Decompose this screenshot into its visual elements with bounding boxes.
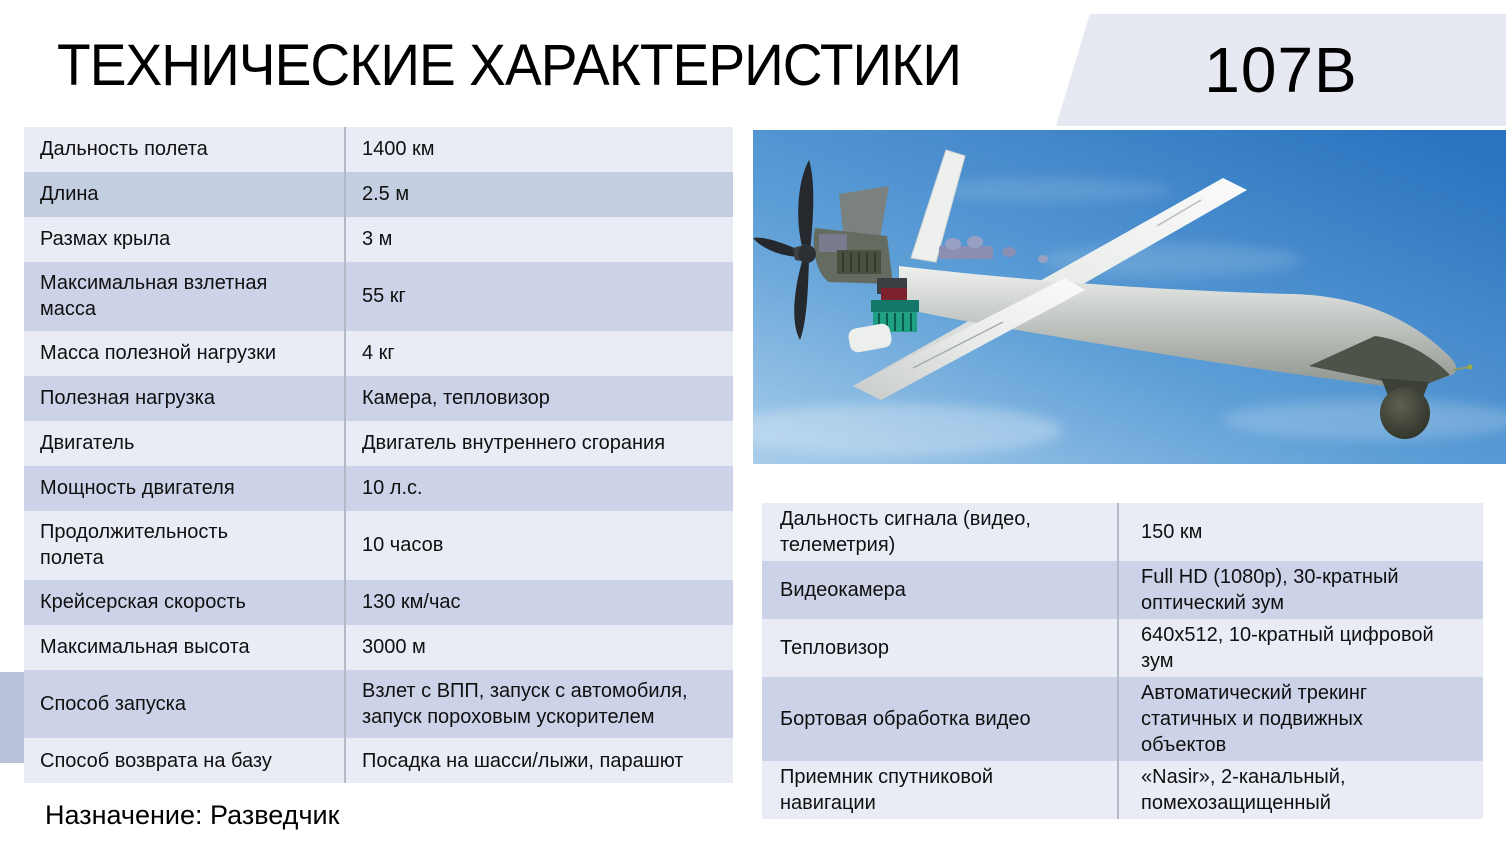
spec-value-cell: 10 часов (344, 510, 733, 580)
engine-block (813, 228, 893, 284)
specs-table-airframe: Дальность полета 1400 км Длина 2.5 м Размах … (24, 127, 733, 784)
spec-value-cell: 150 км (1117, 503, 1483, 561)
drone-illustration (753, 130, 1506, 464)
spec-label-cell: Способ запуска (40, 692, 186, 715)
table-row: Крейсерская скорость 130 км/час (24, 579, 733, 625)
spec-value-cell: 3 м (344, 217, 733, 262)
table-row: Дальность сигнала (видео, телеметрия) 150… (762, 503, 1483, 561)
tail-fin-white (910, 149, 966, 263)
pitot-tip (1467, 364, 1473, 370)
spec-value-cell: Двигатель внутреннего сгорания (344, 420, 733, 466)
spec-label-cell: Масса полезной нагрузки (40, 342, 277, 365)
under-tail-equipment (848, 278, 919, 353)
table-row: Дальность полета 1400 км (24, 127, 733, 172)
nose-underside (1309, 336, 1450, 388)
spec-label-cell: Размах крыла (40, 228, 171, 251)
spec-value-cell: 1400 км (344, 127, 733, 172)
pitot-tube (1452, 366, 1470, 371)
table-row: Продолжительность полета 10 часов (24, 510, 733, 580)
spec-label-cell: Способ возврата на базу (40, 749, 272, 772)
table-row: Мощность двигателя 10 л.с. (24, 465, 733, 511)
table-row: Тепловизор 640x512, 10-кратный цифровой з… (762, 619, 1483, 677)
spec-value-cell: 4 кг (344, 330, 733, 376)
sensor-ball (1380, 387, 1430, 439)
table-row: Максимальная высота 3000 м (24, 624, 733, 670)
spec-label-cell: Длина (40, 183, 99, 206)
spec-label-cell: Максимальная высота (40, 635, 250, 658)
spec-value-cell: Взлет с ВПП, запуск с автомобиля, запуск… (344, 669, 733, 739)
spec-value-cell: 10 л.с. (344, 465, 733, 511)
spec-value-cell: Посадка на шасси/лыжи, парашют (344, 738, 733, 784)
spec-value-cell: 55 кг (344, 262, 733, 331)
table-row: Видеокамера Full HD (1080p), 30-кратный о… (762, 561, 1483, 619)
spec-label-cell: Двигатель (40, 432, 135, 455)
model-badge-label: 107В (1204, 34, 1358, 106)
table-row: Приемник спутниковой навигации «Nasir», 2… (762, 761, 1483, 819)
page-title: ТЕХНИЧЕСКИЕ ХАРАКТЕРИСТИКИ (57, 33, 962, 98)
spec-value-cell: 640x512, 10-кратный цифровой зум (1117, 619, 1483, 677)
spec-value-cell: Камера, тепловизор (344, 375, 733, 421)
table-row: Полезная нагрузка Камера, тепловизор (24, 375, 733, 421)
spec-value-cell: 2.5 м (344, 172, 733, 217)
spec-value-cell: 3000 м (344, 624, 733, 670)
spec-label-cell: Максимальная взлетная масса (40, 272, 268, 321)
table-row: Размах крыла 3 м (24, 217, 733, 262)
wing-panel-line (1156, 199, 1202, 227)
fuselage-top-equipment (939, 236, 1048, 263)
drone-photo (753, 130, 1506, 464)
spec-label-cell: Продолжительность полета (40, 520, 228, 570)
spec-label-cell: Дальность полета (40, 138, 208, 161)
propeller (753, 160, 816, 340)
purpose-text: Назначение: Разведчик (45, 800, 340, 830)
spec-label-cell: Тепловизор (780, 637, 890, 659)
model-badge: 107В (1056, 14, 1506, 126)
table-row: Способ возврата на базу Посадка на шасси/… (24, 738, 733, 784)
spec-value-cell: Автоматический трекинг статичных и подви… (1117, 677, 1483, 761)
near-wing-edge-line (912, 321, 1004, 369)
spec-value-cell: «Nasir», 2-канальный, помехозащищенный (1117, 761, 1483, 819)
spec-value-cell: Full HD (1080p), 30-кратный оптический з… (1117, 561, 1483, 619)
spec-value-cell: 130 км/час (344, 579, 733, 625)
table-row: Масса полезной нагрузки 4 кг (24, 330, 733, 376)
table-row: Максимальная взлетная масса 55 кг (24, 262, 733, 331)
spec-label-cell: Крейсерская скорость (40, 590, 246, 613)
spec-label-cell: Мощность двигателя (40, 477, 235, 500)
spec-label-cell: Дальность сигнала (видео, телеметрия) (780, 508, 1031, 556)
table-row: Двигатель Двигатель внутреннего сгорания (24, 420, 733, 466)
spec-label-cell: Полезная нагрузка (40, 387, 215, 410)
spec-label-cell: Приемник спутниковой навигации (780, 766, 994, 814)
spec-label-cell: Видеокамера (780, 579, 906, 601)
spec-label-cell: Бортовая обработка видео (780, 708, 1031, 730)
table-row: Способ запуска Взлет с ВПП, запуск с авто… (24, 669, 733, 739)
table-row: Длина 2.5 м (24, 172, 733, 217)
table-row: Бортовая обработка видео Автоматический т… (762, 677, 1483, 761)
specs-table-payload: Дальность сигнала (видео, телеметрия) 150… (762, 503, 1483, 819)
